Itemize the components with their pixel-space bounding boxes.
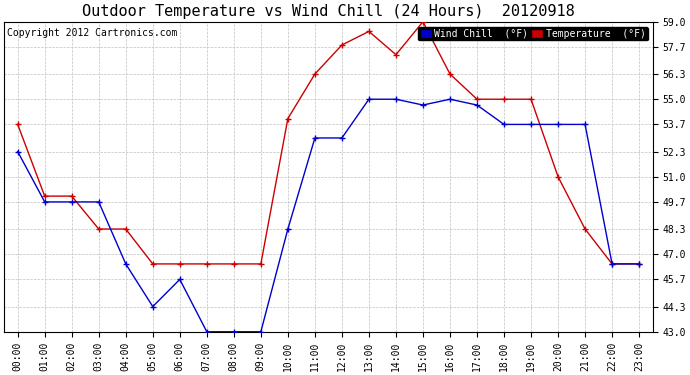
Wind Chill  (°F) xyxy=(446,97,454,102)
Temperature  (°F) xyxy=(95,227,103,231)
Temperature  (°F) xyxy=(365,29,373,34)
Wind Chill  (°F) xyxy=(95,200,103,204)
Wind Chill  (°F) xyxy=(473,103,481,107)
Temperature  (°F) xyxy=(176,262,184,266)
Wind Chill  (°F) xyxy=(310,136,319,140)
Temperature  (°F) xyxy=(148,262,157,266)
Wind Chill  (°F) xyxy=(284,227,292,231)
Wind Chill  (°F) xyxy=(365,97,373,102)
Temperature  (°F) xyxy=(608,262,616,266)
Temperature  (°F) xyxy=(338,43,346,47)
Line: Wind Chill  (°F): Wind Chill (°F) xyxy=(15,96,642,334)
Temperature  (°F) xyxy=(635,262,643,266)
Wind Chill  (°F) xyxy=(554,122,562,127)
Temperature  (°F) xyxy=(392,53,400,57)
Wind Chill  (°F) xyxy=(41,200,49,204)
Line: Temperature  (°F): Temperature (°F) xyxy=(15,19,642,267)
Text: Copyright 2012 Cartronics.com: Copyright 2012 Cartronics.com xyxy=(8,28,178,38)
Title: Outdoor Temperature vs Wind Chill (24 Hours)  20120918: Outdoor Temperature vs Wind Chill (24 Ho… xyxy=(82,4,575,19)
Temperature  (°F) xyxy=(554,174,562,179)
Wind Chill  (°F) xyxy=(635,262,643,266)
Wind Chill  (°F) xyxy=(230,330,238,334)
Temperature  (°F) xyxy=(121,227,130,231)
Temperature  (°F) xyxy=(581,227,589,231)
Temperature  (°F) xyxy=(446,72,454,76)
Temperature  (°F) xyxy=(500,97,508,102)
Wind Chill  (°F) xyxy=(338,136,346,140)
Wind Chill  (°F) xyxy=(608,262,616,266)
Wind Chill  (°F) xyxy=(500,122,508,127)
Temperature  (°F) xyxy=(310,72,319,76)
Wind Chill  (°F) xyxy=(121,262,130,266)
Wind Chill  (°F) xyxy=(392,97,400,102)
Temperature  (°F) xyxy=(473,97,481,102)
Wind Chill  (°F) xyxy=(257,330,265,334)
Temperature  (°F) xyxy=(527,97,535,102)
Temperature  (°F) xyxy=(284,116,292,121)
Temperature  (°F) xyxy=(257,262,265,266)
Temperature  (°F) xyxy=(203,262,211,266)
Legend: Wind Chill  (°F), Temperature  (°F): Wind Chill (°F), Temperature (°F) xyxy=(418,27,648,40)
Wind Chill  (°F) xyxy=(581,122,589,127)
Wind Chill  (°F) xyxy=(68,200,76,204)
Wind Chill  (°F) xyxy=(176,277,184,282)
Temperature  (°F) xyxy=(68,194,76,198)
Wind Chill  (°F) xyxy=(14,149,22,154)
Temperature  (°F) xyxy=(14,122,22,127)
Wind Chill  (°F) xyxy=(419,103,427,107)
Wind Chill  (°F) xyxy=(148,304,157,309)
Wind Chill  (°F) xyxy=(527,122,535,127)
Temperature  (°F) xyxy=(230,262,238,266)
Temperature  (°F) xyxy=(419,20,427,24)
Wind Chill  (°F) xyxy=(203,330,211,334)
Temperature  (°F) xyxy=(41,194,49,198)
